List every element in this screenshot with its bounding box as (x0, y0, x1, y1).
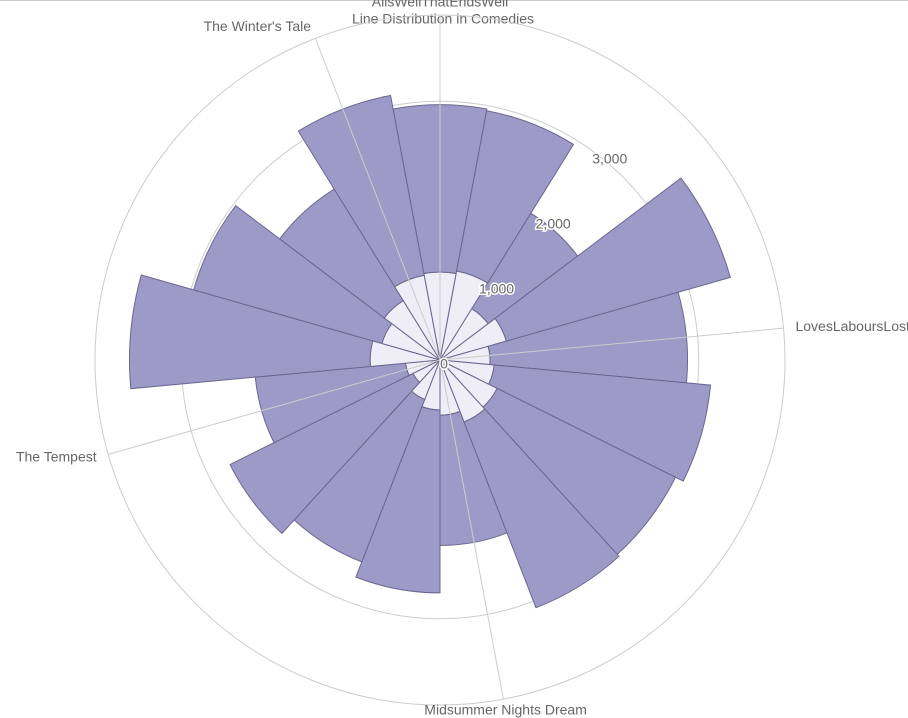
spoke (108, 359, 441, 455)
category-label: LovesLaboursLost (795, 318, 908, 334)
spoke (439, 327, 784, 361)
wedge (355, 406, 441, 594)
category-label: Midsummer Nights Dream (424, 702, 587, 718)
r-tick-label: 2,000 (536, 216, 571, 232)
wedge (463, 408, 620, 609)
wedge (494, 177, 731, 342)
wedge (487, 364, 712, 482)
r-tick-label: 0 (440, 356, 448, 372)
category-label: The Tempest (16, 448, 97, 464)
category-label: AllsWellThatEndsWell (372, 0, 508, 10)
r-tick-label: 1,000 (479, 281, 514, 297)
wedge (229, 372, 421, 535)
spoke (439, 359, 504, 700)
spoke (314, 38, 441, 361)
wedge (456, 110, 575, 284)
chart-title: Line Distribution in Comedies (352, 11, 534, 27)
category-label: The Winter's Tale (204, 18, 312, 34)
wedge (192, 204, 393, 345)
r-tick-label: 3,000 (592, 150, 627, 166)
wedge (129, 274, 374, 390)
